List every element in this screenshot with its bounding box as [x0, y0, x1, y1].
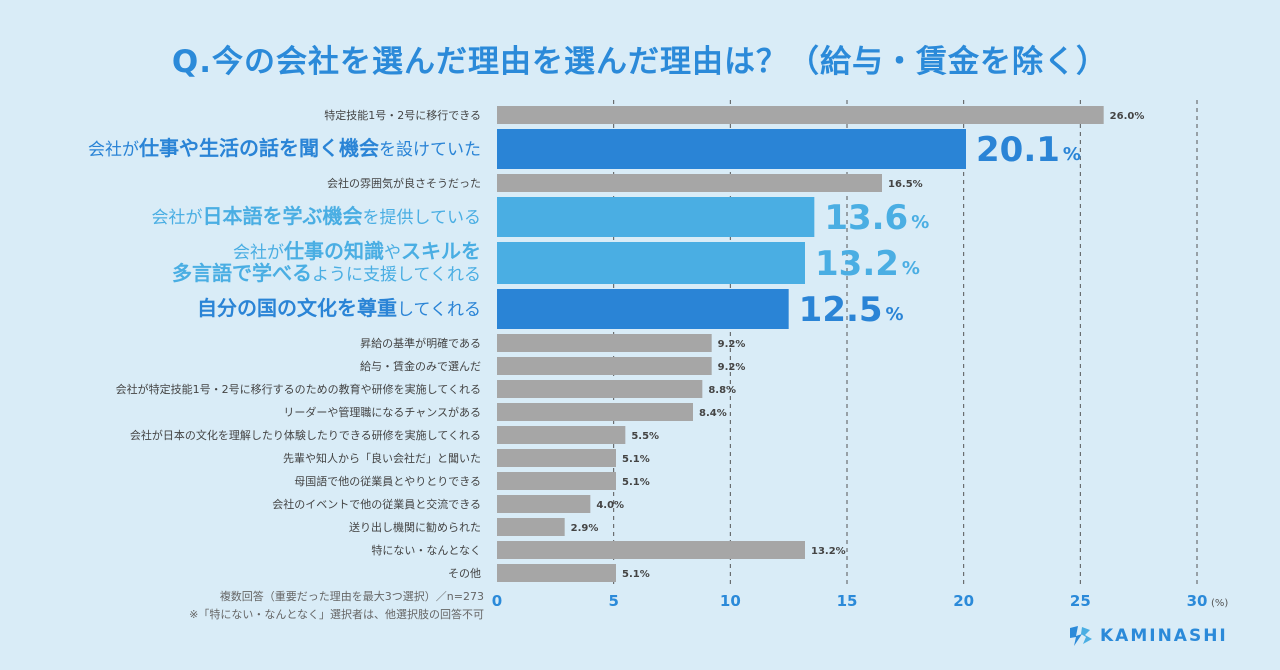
- bar-11: [497, 449, 616, 467]
- bar-12: [497, 472, 616, 490]
- value-label-16: 5.1%: [622, 569, 650, 580]
- category-label-10: 会社が日本の文化を理解したり体験したりできる研修を実施してくれる: [130, 428, 481, 442]
- bar-15: [497, 541, 805, 559]
- value-label-4: 13.2: [815, 244, 899, 284]
- category-label-0: 特定技能1号・2号に移行できる: [324, 108, 481, 122]
- value-label-15: 13.2%: [811, 546, 846, 557]
- category-label-2: 会社の雰囲気が良さそうだった: [327, 176, 481, 190]
- value-label-6: 9.2%: [718, 339, 746, 350]
- value-percent-5: %: [886, 304, 904, 325]
- bar-10: [497, 426, 626, 444]
- value-label-0: 26.0%: [1110, 111, 1145, 122]
- bar-14: [497, 518, 565, 536]
- value-label-13: 4.0%: [596, 500, 624, 511]
- bar-3: [497, 197, 815, 237]
- value-label-3: 13.6: [824, 198, 908, 238]
- x-tick-10: 10: [720, 592, 741, 610]
- x-tick-25: 25: [1070, 592, 1091, 610]
- value-label-11: 5.1%: [622, 454, 650, 465]
- value-label-5: 12.5: [799, 290, 883, 330]
- bar-0: [497, 106, 1104, 124]
- category-label-13: 会社のイベントで他の従業員と交流できる: [272, 497, 481, 511]
- value-label-1: 20.1: [976, 130, 1060, 170]
- category-label-5: 自分の国の文化を尊重してくれる: [197, 296, 481, 320]
- bar-6: [497, 334, 712, 352]
- value-percent-3: %: [911, 212, 929, 233]
- category-label-1: 会社が仕事や生活の話を聞く機会を設けていた: [88, 136, 481, 160]
- brand-logo: KAMINASHI: [1068, 624, 1228, 648]
- kaminashi-logo-icon: [1070, 626, 1092, 646]
- x-axis-unit: (%): [1211, 598, 1228, 609]
- value-percent-4: %: [902, 258, 920, 279]
- category-label-6: 昇給の基準が明確である: [360, 336, 481, 350]
- category-label-11: 先輩や知人から「良い会社だ」と聞いた: [283, 451, 481, 465]
- category-label-3: 会社が日本語を学ぶ機会を提供している: [152, 204, 482, 228]
- value-label-14: 2.9%: [571, 523, 599, 534]
- bar-5: [497, 289, 789, 329]
- brand-name: KAMINASHI: [1100, 626, 1228, 646]
- bar-7: [497, 357, 712, 375]
- category-label-8: 会社が特定技能1号・2号に移行するのための教育や研修を実施してくれる: [116, 382, 481, 396]
- value-label-2: 16.5%: [888, 179, 923, 190]
- bar-1: [497, 129, 966, 169]
- x-tick-0: 0: [492, 592, 502, 610]
- value-label-9: 8.4%: [699, 408, 727, 419]
- value-label-12: 5.1%: [622, 477, 650, 488]
- x-tick-15: 15: [837, 592, 858, 610]
- category-label-14: 送り出し機関に勧められた: [349, 520, 481, 534]
- value-label-8: 8.8%: [708, 385, 736, 396]
- x-tick-30: 30: [1187, 592, 1208, 610]
- bar-4: [497, 242, 805, 284]
- note-exclusive-option: ※「特にない・なんとなく」選択者は、他選択肢の回答不可: [189, 608, 484, 621]
- value-label-7: 9.2%: [718, 362, 746, 373]
- x-tick-20: 20: [953, 592, 974, 610]
- chart-title: Q.今の会社を選んだ理由を選んだ理由は？（給与・賃金を除く）: [171, 44, 1109, 80]
- bar-9: [497, 403, 693, 421]
- category-label-7: 給与・賃金のみで選んだ: [360, 359, 481, 373]
- note-multiple-answers: 複数回答（重要だった理由を最大3つ選択）／n=273: [219, 590, 484, 603]
- bar-2: [497, 174, 882, 192]
- category-label-16: その他: [448, 567, 481, 580]
- category-label-12: 母国語で他の従業員とやりとりできる: [294, 474, 481, 488]
- x-tick-5: 5: [608, 592, 618, 610]
- bar-8: [497, 380, 703, 398]
- category-label-15: 特にない・なんとなく: [371, 543, 481, 557]
- bar-13: [497, 495, 591, 513]
- value-percent-1: %: [1063, 144, 1081, 165]
- category-label-9: リーダーや管理職になるチャンスがある: [283, 405, 481, 419]
- category-label-4-line-0: 会社が仕事の知識やスキルを: [233, 239, 481, 263]
- bar-16: [497, 564, 616, 582]
- category-label-4-line-1: 多言語で学べるように支援してくれる: [172, 261, 481, 285]
- value-label-10: 5.5%: [631, 431, 659, 442]
